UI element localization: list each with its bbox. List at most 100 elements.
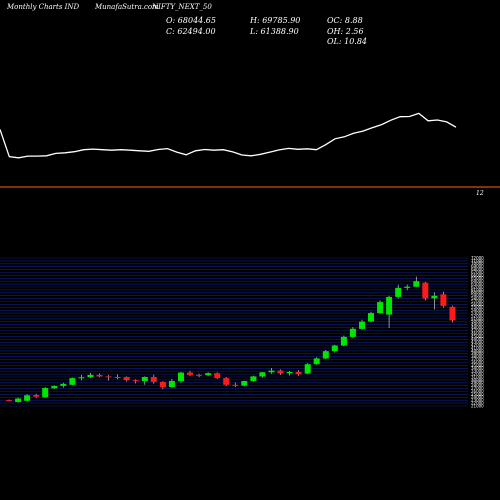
- tick-label: 41000: [471, 345, 484, 350]
- tick-label: 71000: [471, 258, 484, 263]
- ol-value: OL: 10.84: [327, 37, 368, 46]
- line-panel: [0, 112, 457, 159]
- open-value: O: 68044.65: [166, 16, 216, 25]
- candle-body: [286, 372, 293, 374]
- candle-body: [304, 364, 311, 374]
- candle-body: [449, 306, 456, 321]
- tick-label: 64000: [471, 279, 484, 284]
- candle-body: [187, 372, 193, 375]
- candle-body: [78, 377, 85, 379]
- tick-label: 24000: [471, 395, 484, 400]
- tick-label: 57000: [471, 299, 484, 304]
- tick-label: 33000: [471, 369, 484, 374]
- candle-body: [33, 395, 40, 397]
- candle-body: [359, 321, 365, 329]
- tick-label: 22000: [471, 401, 484, 406]
- candle-body: [69, 378, 76, 385]
- tick-label: 51000: [471, 316, 484, 321]
- tick-label: 42000: [471, 343, 484, 348]
- tick-label: 61000: [471, 287, 484, 292]
- candle-body: [87, 374, 94, 378]
- tick-label: 44000: [471, 337, 484, 342]
- panel-label: 12: [476, 190, 484, 197]
- tick-label: 34000: [471, 366, 484, 371]
- candle-body: [268, 370, 275, 373]
- tick-label: 72000: [471, 255, 484, 260]
- chart-source-label: Monthly Charts IND: [7, 3, 80, 11]
- price-line: [0, 112, 457, 159]
- candle-body: [123, 377, 130, 381]
- price-axis: 2100022000230002400025000260002700028000…: [471, 255, 484, 408]
- candle-body: [340, 336, 347, 346]
- tick-label: 69000: [471, 264, 484, 269]
- candle-body: [422, 282, 429, 299]
- candle-body: [168, 381, 175, 388]
- candle-body: [413, 281, 420, 287]
- candle-grid: [0, 257, 468, 407]
- candle-body: [322, 351, 329, 359]
- tick-label: 31000: [471, 374, 484, 379]
- tick-label: 55000: [471, 305, 484, 310]
- candle-body: [51, 386, 58, 389]
- candle-body: [214, 373, 221, 379]
- tick-label: 52000: [471, 313, 484, 318]
- candle-body: [368, 313, 374, 322]
- candle-body: [24, 395, 31, 401]
- candle-body: [395, 287, 402, 297]
- candle-body: [259, 372, 266, 377]
- tick-label: 39000: [471, 351, 484, 356]
- symbol-label: NIFTY_NEXT_50: [152, 3, 212, 11]
- tick-label: 35000: [471, 363, 484, 368]
- tick-label: 60000: [471, 290, 484, 295]
- tick-label: 40000: [471, 348, 484, 353]
- oc-value: OC: 8.88: [327, 16, 363, 25]
- tick-label: 65000: [471, 276, 484, 281]
- tick-label: 29000: [471, 380, 484, 385]
- tick-label: 28000: [471, 383, 484, 388]
- candle-panel: [6, 276, 456, 403]
- tick-label: 66000: [471, 273, 484, 278]
- tick-label: 67000: [471, 270, 484, 275]
- tick-label: 38000: [471, 354, 484, 359]
- tick-label: 36000: [471, 360, 484, 365]
- candle-body: [60, 383, 67, 386]
- candle-body: [132, 380, 139, 382]
- candle-body: [386, 296, 393, 315]
- candle-body: [105, 376, 112, 378]
- oh-value: OH: 2.56: [327, 27, 364, 36]
- candle-body: [232, 384, 239, 386]
- candle-body: [277, 370, 284, 374]
- tick-label: 68000: [471, 267, 484, 272]
- tick-label: 37000: [471, 357, 484, 362]
- tick-label: 26000: [471, 389, 484, 394]
- tick-label: 48000: [471, 325, 484, 330]
- candle-body: [377, 302, 384, 314]
- close-value: C: 62494.00: [166, 27, 216, 36]
- tick-label: 63000: [471, 282, 484, 287]
- candle-body: [440, 294, 447, 306]
- site-watermark: MunafaSutra.com: [95, 3, 159, 11]
- tick-label: 25000: [471, 392, 484, 397]
- candle-body: [150, 377, 157, 382]
- low-value: L: 61388.90: [250, 27, 299, 36]
- tick-label: 47000: [471, 328, 484, 333]
- candle-body: [313, 358, 320, 365]
- candle-body: [141, 377, 148, 382]
- tick-label: 49000: [471, 322, 484, 327]
- candle-body: [349, 328, 356, 337]
- candle-body: [114, 377, 121, 378]
- tick-label: 45000: [471, 334, 484, 339]
- candle-body: [96, 374, 103, 377]
- candle-body: [159, 381, 166, 388]
- candle-body: [205, 373, 212, 376]
- candle-body: [250, 376, 257, 381]
- candle-body: [241, 381, 248, 386]
- candle-body: [404, 286, 411, 288]
- tick-label: 53000: [471, 311, 484, 316]
- tick-label: 59000: [471, 293, 484, 298]
- candle-body: [196, 374, 203, 376]
- candle-body: [331, 345, 338, 352]
- tick-label: 32000: [471, 372, 484, 377]
- candle-body: [6, 400, 12, 402]
